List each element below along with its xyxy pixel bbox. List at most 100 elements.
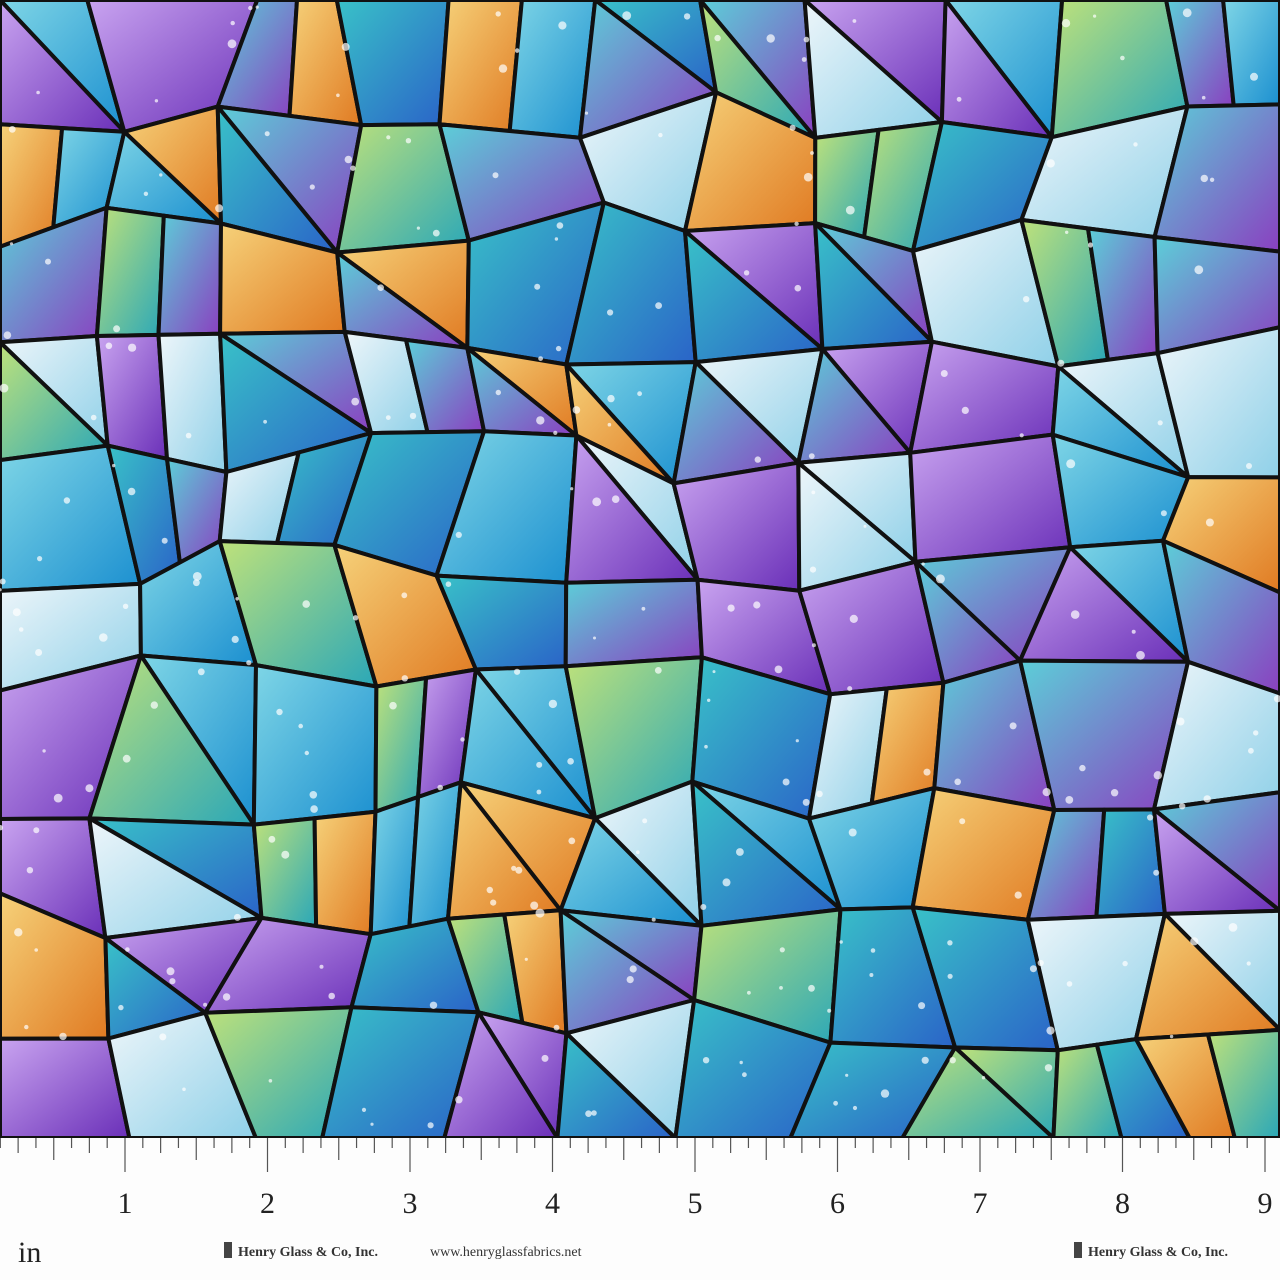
glass-speck	[122, 603, 129, 609]
glass-speck	[570, 487, 574, 491]
glass-speck	[182, 1087, 186, 1092]
glass-speck	[852, 1105, 858, 1111]
ruler-numbers: 1 2 3 4 5 6 7 8 9	[118, 1187, 1273, 1220]
glass-speck	[1022, 296, 1030, 303]
glass-speck	[14, 928, 23, 937]
glass-speck	[622, 11, 632, 20]
glass-speck	[486, 886, 493, 894]
glass-speck	[514, 668, 521, 675]
glass-speck	[328, 992, 336, 1000]
glass-speck	[429, 1001, 438, 1009]
glass-speck	[1014, 891, 1022, 899]
glass-speck	[128, 343, 137, 352]
glass-speck	[401, 675, 408, 682]
glass-tile	[1152, 102, 1280, 254]
glass-speck	[736, 848, 744, 856]
ruler-ticks	[0, 1138, 1266, 1172]
glass-speck	[1110, 789, 1119, 797]
glass-speck	[847, 686, 853, 692]
glass-speck	[36, 90, 40, 95]
glass-speck	[3, 331, 12, 340]
glass-speck	[248, 5, 253, 11]
ruler-number: 1	[118, 1187, 133, 1220]
glass-speck	[455, 1096, 463, 1104]
glass-speck	[33, 827, 40, 834]
glass-speck	[302, 600, 311, 608]
glass-speck	[809, 566, 817, 573]
glass-speck	[538, 356, 543, 361]
glass-speck	[802, 798, 810, 806]
glass-speck	[880, 1089, 890, 1098]
glass-speck	[530, 901, 539, 910]
glass-speck	[42, 749, 46, 753]
glass-speck	[1120, 55, 1125, 61]
glass-speck	[161, 537, 168, 544]
glass-speck	[683, 13, 691, 20]
glass-speck	[702, 1057, 710, 1064]
glass-speck	[626, 976, 634, 984]
glass-speck	[655, 302, 662, 309]
glass-speck	[1201, 95, 1206, 100]
glass-speck	[1248, 747, 1254, 754]
glass-speck	[1157, 420, 1163, 426]
glass-speck	[215, 204, 224, 213]
glass-speck	[1065, 230, 1069, 234]
glass-speck	[166, 967, 175, 976]
stained-glass-pattern	[0, 0, 1280, 1140]
glass-speck	[514, 48, 520, 53]
glass-speck	[492, 172, 499, 179]
glass-speck	[651, 917, 656, 922]
glass-speck	[1179, 803, 1186, 810]
glass-speck	[921, 562, 925, 566]
glass-speck	[548, 699, 558, 709]
glass-tile	[1155, 325, 1280, 480]
glass-speck	[0, 588, 2, 592]
glass-speck	[432, 229, 440, 237]
glass-speck	[1046, 159, 1055, 168]
glass-speck	[1057, 359, 1065, 367]
ruler-number: 6	[830, 1187, 845, 1220]
glass-tile	[94, 205, 166, 338]
glass-tile	[94, 332, 169, 461]
glass-speck	[743, 270, 750, 276]
glass-speck	[34, 948, 38, 952]
glass-speck	[956, 96, 962, 102]
glass-speck	[185, 432, 192, 439]
glass-speck	[1160, 510, 1167, 517]
glass-tile	[156, 213, 223, 337]
glass-speck	[535, 908, 545, 918]
glass-speck	[591, 1110, 597, 1116]
glass-speck	[1019, 433, 1024, 438]
glass-speck	[12, 608, 21, 617]
glass-speck	[863, 524, 867, 528]
glass-speck	[811, 490, 816, 495]
glass-speck	[629, 965, 637, 973]
glass-speck	[159, 1033, 167, 1041]
glass-speck	[405, 138, 412, 144]
ruler-number: 2	[260, 1187, 275, 1220]
glass-speck	[350, 165, 356, 171]
glass-speck	[344, 155, 353, 164]
glass-speck	[607, 309, 614, 316]
glass-tile	[1152, 659, 1280, 812]
glass-speck	[1093, 14, 1097, 18]
glass-speck	[276, 708, 283, 716]
glass-tile	[1161, 475, 1280, 595]
glass-speck	[727, 604, 735, 612]
glass-speck	[336, 93, 340, 98]
glass-speck	[870, 948, 876, 953]
glass-speck	[263, 419, 267, 424]
glass-speck	[568, 837, 576, 845]
glass-speck	[377, 284, 385, 292]
glass-speck	[1176, 717, 1185, 726]
glass-speck	[192, 572, 202, 581]
glass-speck	[712, 670, 716, 674]
glass-speck	[833, 1100, 838, 1106]
glass-speck	[704, 744, 708, 749]
glass-speck	[869, 973, 874, 977]
glass-speck	[150, 701, 158, 709]
glass-speck	[722, 878, 731, 887]
glass-speck	[351, 397, 360, 406]
glass-speck	[536, 416, 545, 425]
